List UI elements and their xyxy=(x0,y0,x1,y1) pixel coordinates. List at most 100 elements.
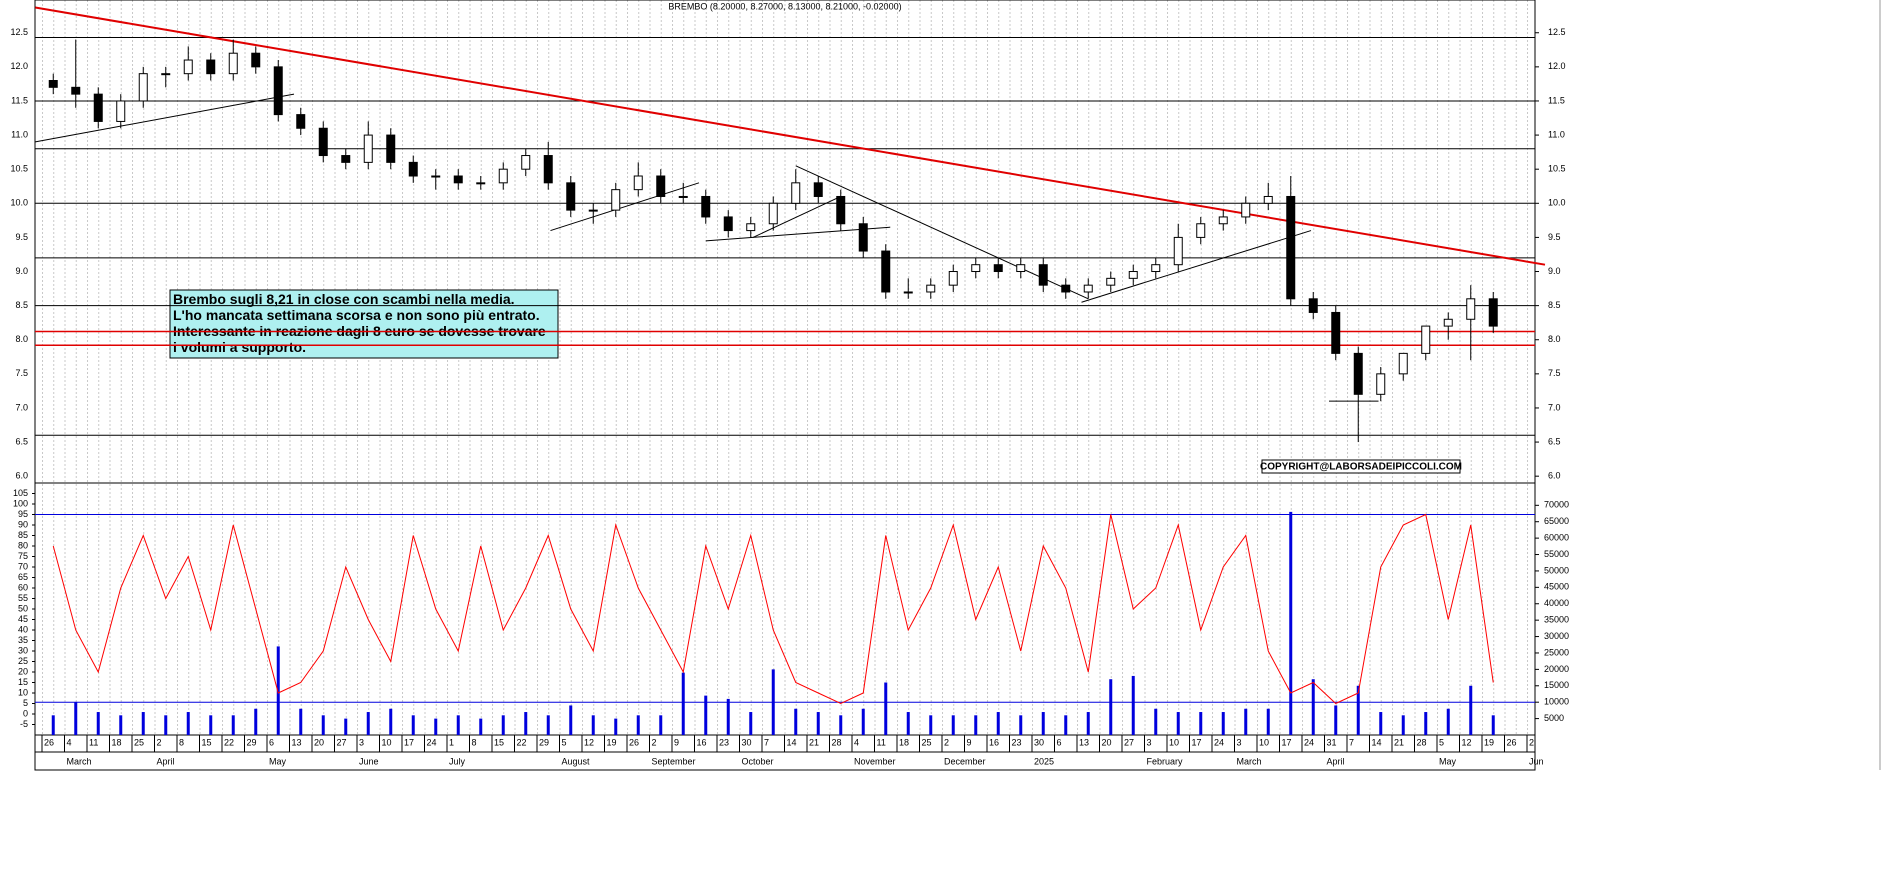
candle-body xyxy=(1128,271,1138,279)
x-tick-label: 17 xyxy=(404,737,414,747)
x-tick-label: 15 xyxy=(202,737,212,747)
y-tick-label-right: 6.5 xyxy=(1548,436,1561,446)
x-tick-label: 9 xyxy=(967,737,972,747)
x-tick-label: 26 xyxy=(44,737,54,747)
y-tick-label: 12.5 xyxy=(10,27,28,37)
month-label: 2025 xyxy=(1034,756,1054,766)
x-tick-label: 15 xyxy=(494,737,504,747)
candle-body xyxy=(881,250,891,293)
volume-bar xyxy=(1311,679,1315,735)
volume-bar xyxy=(411,715,415,735)
osc-tick-label: 20 xyxy=(18,666,28,676)
volume-bar xyxy=(1356,685,1360,735)
candle-body xyxy=(768,202,778,225)
candle-body xyxy=(723,216,733,232)
osc-tick-label: 15 xyxy=(18,677,28,687)
osc-tick-label: 40 xyxy=(18,624,28,634)
volume-bar xyxy=(1041,712,1045,735)
y-tick-label: 10.0 xyxy=(10,198,28,208)
candle-body xyxy=(791,182,801,204)
y-tick-label-right: 10.5 xyxy=(1548,164,1566,174)
osc-tick-label: 30 xyxy=(18,645,28,655)
x-tick-label: 10 xyxy=(1259,737,1269,747)
candle-body xyxy=(408,161,418,177)
month-label: June xyxy=(359,756,379,766)
volume-bar xyxy=(434,718,438,735)
annotation: i volumi a supporto. xyxy=(173,339,306,355)
x-tick-label: 18 xyxy=(899,737,909,747)
trendline xyxy=(1081,230,1312,303)
candle-body xyxy=(1106,277,1116,286)
y-tick-label-right: 7.0 xyxy=(1548,402,1561,412)
x-tick-label: 11 xyxy=(877,737,886,747)
y-tick-label: 6.0 xyxy=(15,471,28,481)
x-tick-label: 3 xyxy=(359,737,364,747)
month-label: May xyxy=(269,756,287,766)
x-tick-label: 1 xyxy=(449,737,454,747)
y-tick-label: 9.0 xyxy=(15,266,28,276)
osc-tick-label: 95 xyxy=(18,509,28,519)
volume-tick-label: 65000 xyxy=(1544,516,1569,526)
candle-body xyxy=(1263,195,1273,204)
volume-bar xyxy=(884,682,888,735)
x-tick-label: 14 xyxy=(1372,737,1382,747)
y-tick-label: 6.5 xyxy=(15,436,28,446)
volume-bar xyxy=(1176,712,1180,735)
y-tick-label-right: 8.5 xyxy=(1548,300,1561,310)
candle-body xyxy=(48,80,58,88)
volume-bar xyxy=(254,708,258,735)
x-tick-label: 16 xyxy=(697,737,707,747)
y-tick-label-right: 6.0 xyxy=(1548,471,1561,481)
volume-tick-label: 30000 xyxy=(1544,631,1569,641)
volume-tick-label: 45000 xyxy=(1544,582,1569,592)
plot-border xyxy=(34,0,1536,771)
candle-body xyxy=(1488,298,1498,327)
oscillator-line xyxy=(52,513,1494,705)
volume-bar xyxy=(591,715,595,735)
volume-bar xyxy=(321,715,325,735)
annotation: L'ho mancata settimana scorsa e non sono… xyxy=(173,307,540,323)
annotation-box xyxy=(169,289,559,359)
y-tick-label: 10.5 xyxy=(10,164,28,174)
candle-body xyxy=(993,264,1003,273)
trendline xyxy=(35,93,295,143)
month-label: February xyxy=(1147,756,1184,766)
x-tick-label: 30 xyxy=(742,737,752,747)
y-tick-label-right: 12.0 xyxy=(1548,61,1566,71)
x-tick-label: 10 xyxy=(1169,737,1179,747)
x-tick-label: 17 xyxy=(1282,737,1292,747)
candle-body xyxy=(1286,195,1296,300)
osc-tick-label: 80 xyxy=(18,540,28,550)
x-tick-label: 13 xyxy=(292,737,302,747)
volume-tick-label: 20000 xyxy=(1544,664,1569,674)
volume-bar xyxy=(1221,712,1225,735)
volume-bar xyxy=(974,715,978,735)
osc-tick-label: 10 xyxy=(18,687,28,697)
x-tick-label: 10 xyxy=(382,737,392,747)
volume-bar xyxy=(74,702,78,735)
candle-body xyxy=(116,100,126,122)
volume-tick-label: 60000 xyxy=(1544,533,1569,543)
candle-body xyxy=(476,182,486,185)
candle-body xyxy=(1218,216,1228,225)
candle-body xyxy=(633,175,643,191)
y-tick-label: 11.0 xyxy=(11,129,28,139)
copyright-box xyxy=(1261,459,1461,474)
x-tick-label: 23 xyxy=(719,737,729,747)
volume-bar xyxy=(906,712,910,735)
candle-body xyxy=(1331,311,1341,354)
volume-bar xyxy=(344,718,348,735)
y-tick-label: 12.0 xyxy=(10,61,28,71)
volume-tick-label: 10000 xyxy=(1544,697,1569,707)
month-label: March xyxy=(67,756,92,766)
month-label: March xyxy=(1237,756,1262,766)
chart-title: BREMBO (8.20000, 8.27000, 8.13000, 8.210… xyxy=(668,1,901,11)
volume-bar xyxy=(636,715,640,735)
x-tick-label: 14 xyxy=(787,737,797,747)
osc-tick-label: 85 xyxy=(18,530,28,540)
volume-bar xyxy=(1289,511,1293,735)
volume-bar xyxy=(726,698,730,735)
volume-bar xyxy=(1131,675,1135,735)
volume-bar xyxy=(299,708,303,735)
volume-bar xyxy=(1064,715,1068,735)
